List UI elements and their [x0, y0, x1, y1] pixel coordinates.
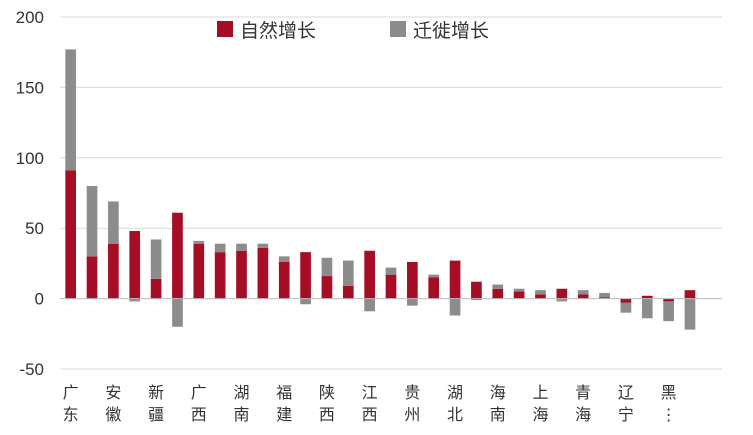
bar-migration	[108, 201, 119, 244]
bar-natural	[364, 250, 375, 299]
bar-migration	[278, 256, 290, 262]
legend-label-natural: 自然增长	[240, 20, 316, 42]
legend-label-migration: 迁徙增长	[413, 20, 489, 42]
x-tick-label: 安徽	[105, 383, 121, 424]
bar-natural	[300, 252, 311, 299]
y-tick-label: 100	[16, 149, 44, 168]
bar-migration	[620, 302, 632, 313]
bar-natural	[556, 288, 568, 299]
bar-migration	[577, 290, 589, 295]
bar-migration	[214, 243, 226, 253]
x-tick-label: 贵州	[404, 383, 420, 424]
bar-natural	[65, 170, 77, 299]
bar-migration	[535, 290, 546, 295]
x-tick-label: 上海	[532, 383, 548, 424]
bar-migration	[492, 284, 504, 289]
bar-natural	[577, 294, 589, 299]
bar-natural	[471, 281, 482, 299]
bar-natural	[278, 261, 290, 299]
bar-migration	[449, 298, 461, 316]
x-tick-label: 黑⋮	[661, 383, 677, 424]
bar-migration	[86, 185, 98, 257]
x-tick-label: 广西	[191, 383, 207, 424]
bar-natural	[620, 298, 632, 303]
legend-swatch-natural	[217, 21, 233, 37]
y-tick-label: 50	[25, 219, 44, 238]
bar-natural	[641, 295, 653, 299]
y-tick-label: 0	[35, 290, 44, 309]
bar-natural	[428, 277, 440, 299]
bar-migration	[471, 298, 482, 301]
bar-migration	[641, 298, 653, 319]
bar-natural	[342, 285, 354, 299]
bar-natural	[321, 276, 333, 299]
bars	[60, 49, 722, 330]
bar-natural	[513, 291, 525, 299]
x-tick-label: 新疆	[148, 383, 164, 424]
bar-migration	[300, 298, 311, 305]
x-tick-label: 江西	[362, 383, 378, 424]
bar-migration	[342, 260, 354, 286]
bar-natural	[193, 243, 205, 299]
bar-migration	[236, 243, 247, 251]
bar-natural	[407, 261, 418, 299]
bar-natural	[257, 247, 269, 299]
x-tick-label: 湖北	[447, 383, 463, 424]
bar-natural	[172, 212, 183, 299]
bar-natural	[129, 231, 141, 299]
bar-migration	[663, 301, 674, 322]
bar-natural	[663, 298, 674, 302]
bar-migration	[407, 298, 418, 306]
bar-migration	[193, 240, 205, 244]
bar-migration	[150, 239, 162, 279]
bar-migration	[513, 288, 525, 292]
bar-migration	[65, 49, 77, 171]
y-tick-label: -50	[19, 360, 44, 379]
y-tick-label: 200	[16, 8, 44, 27]
bar-migration	[257, 243, 269, 248]
bar-natural	[449, 260, 461, 299]
bar-migration	[385, 267, 397, 275]
grid-lines	[60, 16, 722, 370]
y-axis: -50 0 50 100 150 200	[16, 8, 44, 379]
bar-natural	[684, 290, 696, 299]
bar-natural	[535, 294, 546, 299]
bar-natural	[492, 288, 504, 299]
bar-migration	[599, 292, 610, 298]
x-tick-label: 广东	[63, 383, 79, 424]
bar-migration	[364, 298, 375, 312]
bar-migration	[129, 298, 141, 302]
x-tick-label: 辽宁	[618, 383, 634, 424]
x-tick-label: 湖南	[234, 383, 250, 424]
legend-swatch-migration	[390, 21, 406, 37]
bar-natural	[385, 274, 397, 299]
bar-natural	[108, 243, 119, 299]
bar-migration	[428, 274, 440, 278]
y-tick-label: 150	[16, 78, 44, 97]
bar-natural	[236, 250, 247, 299]
x-tick-label: 陕西	[319, 383, 335, 424]
x-tick-label: 青海	[575, 383, 591, 424]
bar-migration	[321, 257, 333, 277]
legend: 自然增长 迁徙增长	[217, 20, 489, 42]
x-tick-label: 海南	[490, 383, 506, 424]
bar-migration	[172, 298, 183, 327]
bar-natural	[599, 297, 610, 299]
bar-natural	[150, 278, 162, 299]
bar-natural	[214, 252, 226, 299]
bar-migration	[556, 298, 568, 302]
x-tick-label: 福建	[276, 383, 292, 424]
bar-migration	[684, 298, 696, 330]
bar-natural	[86, 256, 98, 299]
